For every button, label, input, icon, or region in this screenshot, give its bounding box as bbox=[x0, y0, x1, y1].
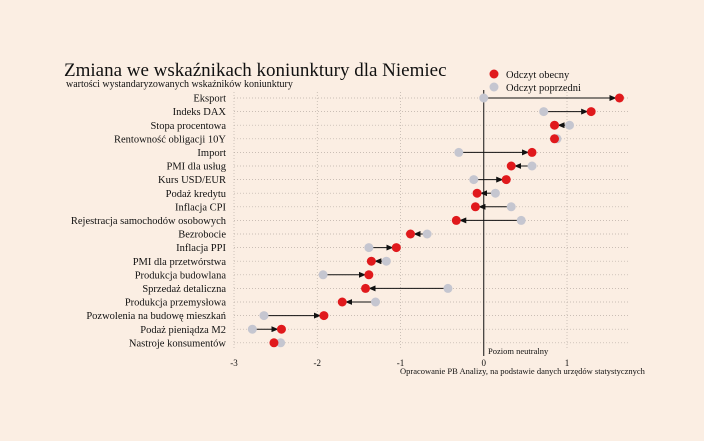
current-reading-point bbox=[506, 161, 516, 171]
current-reading-point bbox=[470, 202, 480, 212]
category-label: Inflacja CPI bbox=[175, 202, 227, 213]
category-label: Podaż pieniądza M2 bbox=[140, 325, 226, 336]
previous-reading-point bbox=[364, 243, 374, 253]
category-labels: Eksport Indeks DAX Stopa procentowa Rentown… bbox=[71, 94, 227, 350]
previous-reading-point bbox=[371, 297, 381, 307]
category-label: Stopa procentowa bbox=[150, 121, 226, 132]
x-axis-ticks: -3 -2 -1 0 1 bbox=[230, 358, 569, 368]
category-label: Eksport bbox=[193, 94, 226, 105]
category-label: Bezrobocie bbox=[178, 230, 226, 241]
current-reading-point bbox=[550, 134, 560, 144]
source-note: Opracowanie PB Analizy, na podstawie dan… bbox=[400, 366, 646, 376]
chart-subtitle: wartości wystandaryzowanych wskaźników k… bbox=[66, 79, 293, 90]
previous-reading-point bbox=[454, 147, 464, 157]
category-label: Rejestracja samochodów osobowych bbox=[71, 216, 227, 227]
legend: Odczyt obecny Odczyt poprzedni bbox=[489, 69, 581, 94]
current-reading-point bbox=[391, 243, 401, 253]
category-label: PMI dla usług bbox=[166, 162, 226, 173]
current-reading-point bbox=[501, 175, 511, 185]
category-label: Produkcja budowlana bbox=[135, 270, 227, 281]
current-reading-point bbox=[361, 283, 371, 293]
data-points bbox=[247, 93, 624, 348]
x-tick-label: -3 bbox=[230, 358, 238, 368]
current-reading-point bbox=[614, 93, 624, 103]
current-reading-point bbox=[276, 324, 286, 334]
previous-reading-point bbox=[381, 256, 391, 266]
previous-reading-point bbox=[259, 311, 269, 321]
x-tick-label: 0 bbox=[482, 358, 487, 368]
previous-reading-point bbox=[479, 93, 489, 103]
previous-reading-point bbox=[247, 324, 257, 334]
current-reading-point bbox=[337, 297, 347, 307]
category-label: Inflacja PPI bbox=[176, 243, 226, 254]
current-reading-point bbox=[472, 188, 482, 198]
category-label: Nastroje konsumentów bbox=[129, 338, 227, 349]
category-label: Pozwolenia na budowę mieszkań bbox=[86, 311, 226, 322]
category-label: Rentowność obligacji 10Y bbox=[114, 134, 226, 145]
legend-current-label: Odczyt obecny bbox=[506, 70, 570, 81]
legend-previous-label: Odczyt poprzedni bbox=[506, 83, 581, 94]
current-reading-point bbox=[527, 147, 537, 157]
current-reading-point bbox=[319, 311, 329, 321]
previous-reading-point bbox=[443, 283, 453, 293]
previous-reading-point bbox=[506, 202, 516, 212]
category-label: Indeks DAX bbox=[173, 107, 227, 118]
current-reading-point bbox=[550, 120, 560, 130]
previous-reading-point bbox=[318, 270, 328, 280]
current-reading-point bbox=[364, 270, 374, 280]
previous-reading-point bbox=[539, 107, 549, 117]
previous-reading-point bbox=[527, 161, 537, 171]
grid bbox=[233, 92, 630, 349]
category-label: PMI dla przetwórstwa bbox=[133, 257, 227, 268]
current-reading-point bbox=[405, 229, 415, 239]
previous-reading-point bbox=[422, 229, 432, 239]
previous-reading-point bbox=[564, 120, 574, 130]
x-tick-label: -2 bbox=[314, 358, 322, 368]
legend-current-marker bbox=[489, 69, 499, 79]
category-label: Produkcja przemysłowa bbox=[125, 298, 227, 309]
previous-reading-point bbox=[516, 215, 526, 225]
current-reading-point bbox=[366, 256, 376, 266]
chart-title: Zmiana we wskaźnikach koniunktury dla Ni… bbox=[64, 60, 447, 81]
x-tick-label: -1 bbox=[397, 358, 405, 368]
category-label: Sprzedaż detaliczna bbox=[142, 284, 226, 295]
current-reading-point bbox=[269, 338, 279, 348]
previous-reading-point bbox=[276, 338, 286, 348]
change-arrows bbox=[255, 95, 617, 333]
previous-reading-point bbox=[469, 175, 479, 185]
neutral-level-label: Poziom neutralny bbox=[488, 346, 549, 356]
current-reading-point bbox=[586, 107, 596, 117]
category-label: Kurs USD/EUR bbox=[158, 175, 226, 186]
legend-previous-marker bbox=[489, 82, 499, 92]
x-tick-label: 1 bbox=[565, 358, 570, 368]
category-label: Podaż kredytu bbox=[166, 189, 227, 200]
current-reading-point bbox=[451, 215, 461, 225]
category-label: Import bbox=[197, 148, 226, 159]
previous-reading-point bbox=[490, 188, 500, 198]
